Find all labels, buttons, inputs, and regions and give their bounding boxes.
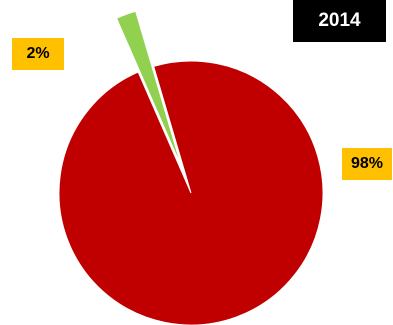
data-label-small-slice: 2% — [12, 38, 64, 70]
data-label-large-slice: 98% — [342, 148, 392, 180]
pie-slice-large — [58, 60, 324, 325]
chart-title: 2014 — [293, 0, 386, 42]
pie-slice-small — [115, 10, 182, 167]
